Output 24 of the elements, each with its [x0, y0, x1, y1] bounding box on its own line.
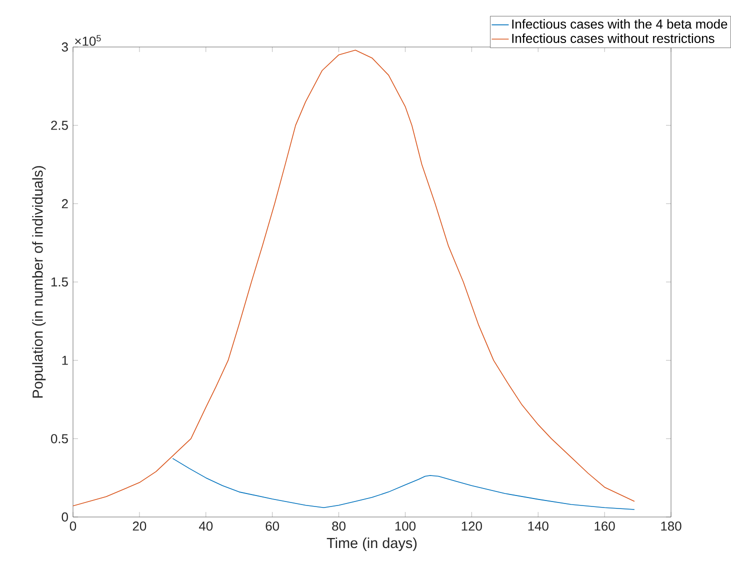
y-tick-label: 0 — [62, 512, 68, 522]
y-tick-label: 2.5 — [51, 120, 68, 130]
x-tick-label: 160 — [594, 522, 615, 531]
x-axis-title: Time (in days) — [326, 538, 417, 551]
legend-label: Infectious cases without restrictions — [512, 33, 714, 43]
x-tick-label: 20 — [132, 522, 146, 531]
line-series — [172, 458, 635, 510]
text: ×10$^{5}$ — [75, 35, 101, 46]
y-tick-label: 1.5 — [51, 277, 68, 287]
x-tick-label: 140 — [528, 522, 548, 531]
y-tick-label: 0.5 — [50, 434, 68, 444]
x-tick-label: 80 — [332, 522, 346, 531]
y-axis-title: Population (in number of individuals) — [32, 166, 46, 398]
legend-label: Infectious cases with the 4 beta mode — [512, 19, 728, 29]
x-tick-label: 0 — [70, 522, 76, 531]
line-series — [73, 50, 635, 506]
x-tick-label: 60 — [266, 522, 280, 531]
x-tick-label: 120 — [462, 522, 482, 531]
y-tick-label: 3 — [62, 42, 68, 52]
x-tick-label: 180 — [661, 522, 682, 531]
x-tick-label: 40 — [198, 522, 213, 531]
y-tick-label: 1 — [62, 356, 68, 365]
x-tick-label: 100 — [395, 522, 416, 531]
y-tick-label: 2 — [62, 199, 68, 208]
